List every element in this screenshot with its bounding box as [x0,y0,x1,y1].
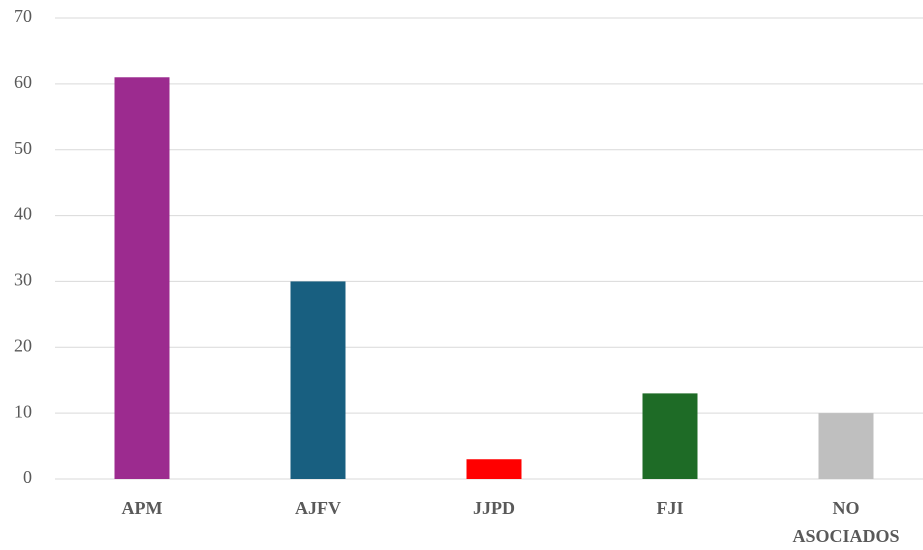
bar [114,77,170,480]
x-tick-label: AJFV [295,498,341,518]
x-tick-label: FJI [657,498,684,518]
y-tick-label: 50 [14,138,32,158]
y-tick-label: 0 [23,467,32,487]
y-tick-label: 30 [14,270,32,290]
y-tick-label: 40 [14,204,32,224]
bar [642,393,698,479]
x-tick-label: NO ASOCIADOS [792,498,899,546]
y-tick-label: 20 [14,335,32,355]
y-tick-label: 70 [14,6,32,26]
x-tick-label: JJPD [473,498,515,518]
y-tick-label: 10 [14,401,32,421]
x-tick-label: APM [122,498,163,518]
bar [290,281,346,479]
y-tick-label: 60 [14,72,32,92]
bar [466,459,522,479]
bar [818,413,874,479]
